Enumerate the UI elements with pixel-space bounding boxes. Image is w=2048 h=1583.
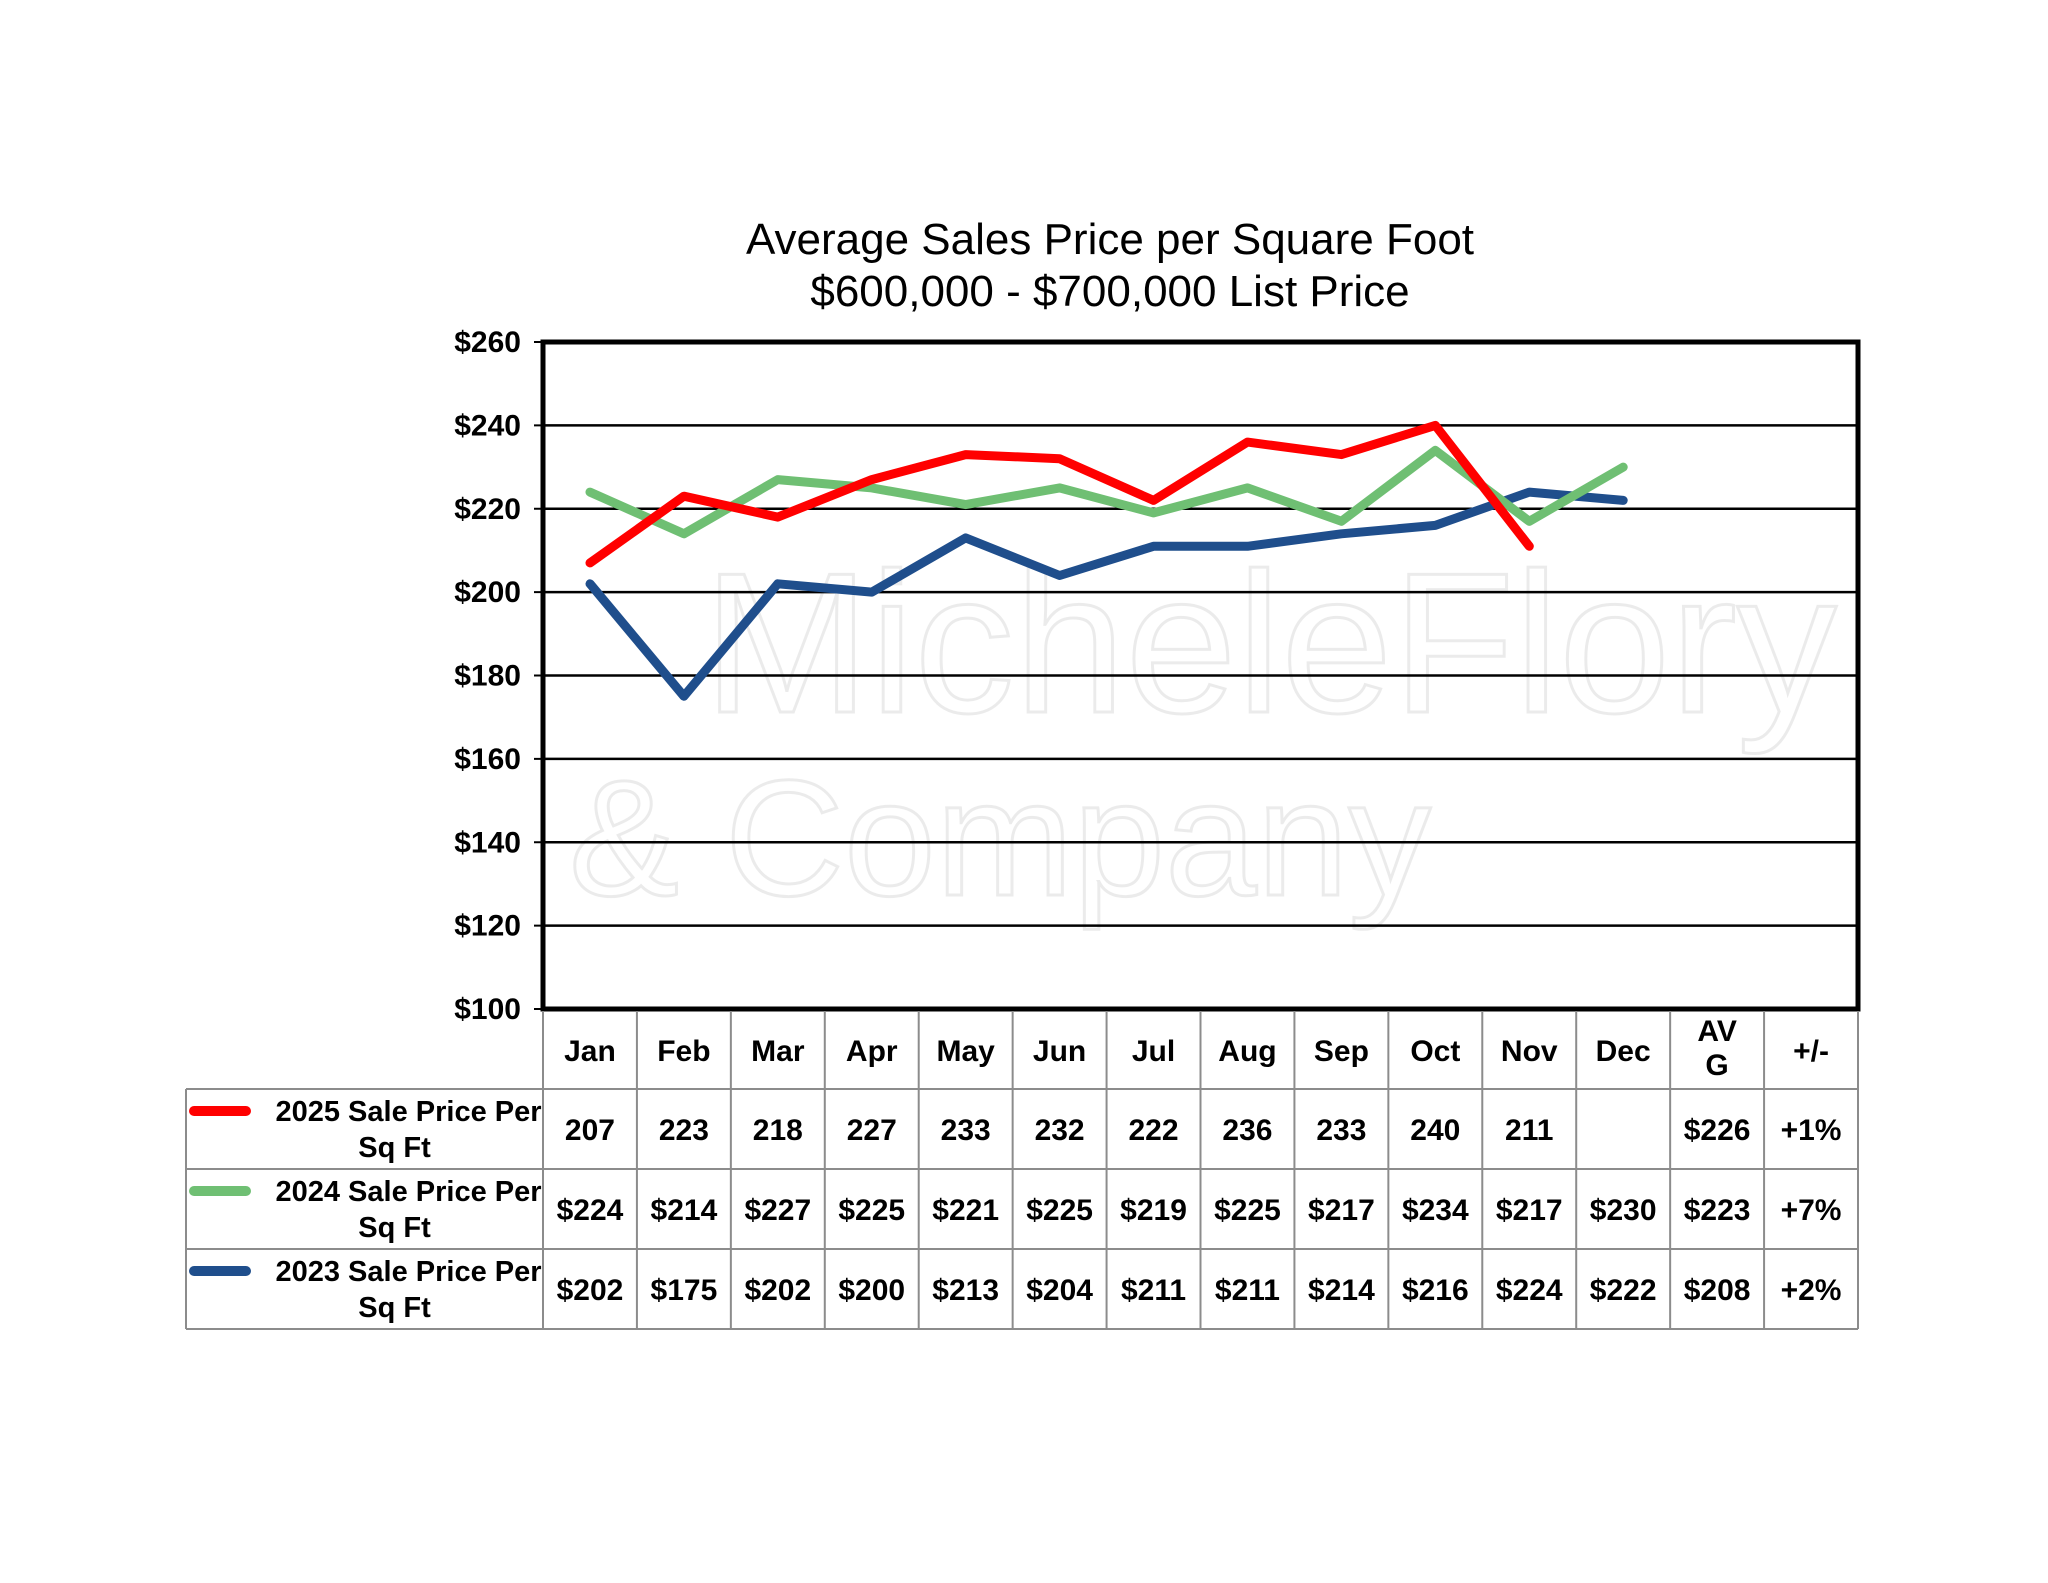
data-label: $175 xyxy=(651,1274,718,1307)
x-category-label: Mar xyxy=(751,1035,805,1068)
data-label: 227 xyxy=(847,1114,897,1147)
data-label: 211 xyxy=(1505,1114,1553,1147)
data-label: $224 xyxy=(1496,1274,1563,1307)
data-label: $204 xyxy=(1026,1274,1093,1307)
data-label: $214 xyxy=(1308,1274,1375,1307)
data-label: $225 xyxy=(838,1194,905,1227)
y-tick-label: $120 xyxy=(454,910,521,943)
watermark-line-2: & Company xyxy=(569,746,1432,930)
data-label: $217 xyxy=(1496,1194,1563,1227)
y-tick-label: $240 xyxy=(454,409,521,442)
gridlines xyxy=(543,424,1858,927)
data-label: $219 xyxy=(1120,1194,1187,1227)
series-lines xyxy=(585,420,1628,701)
x-category-label: Oct xyxy=(1410,1035,1460,1068)
data-label: 222 xyxy=(1129,1114,1179,1147)
y-tick-label: $140 xyxy=(454,826,521,859)
series-label: 2025 Sale Price Per xyxy=(275,1096,541,1128)
data-label: $202 xyxy=(744,1274,811,1307)
series-line-1 xyxy=(585,420,1534,568)
data-label: 223 xyxy=(659,1114,709,1147)
plot-area-frame xyxy=(540,339,1861,1012)
x-category-label: Sep xyxy=(1314,1035,1369,1068)
data-label: $213 xyxy=(932,1274,999,1307)
company-watermark: MicheleFlory & Company xyxy=(567,531,1838,932)
data-label: $217 xyxy=(1308,1194,1375,1227)
y-tick-label: $180 xyxy=(454,660,521,693)
avg-value: $223 xyxy=(1684,1194,1751,1227)
chart-title: Average Sales Price per Square Foot xyxy=(746,215,1474,264)
series-label: Sq Ft xyxy=(358,1212,431,1244)
watermark-line-1: MicheleFlory xyxy=(703,532,1837,755)
data-label: $227 xyxy=(744,1194,811,1227)
y-tick-label: $100 xyxy=(454,993,521,1026)
change-value: +2% xyxy=(1781,1274,1842,1307)
data-label: 218 xyxy=(753,1114,803,1147)
data-label: 236 xyxy=(1222,1114,1272,1147)
y-tick-label: $220 xyxy=(454,493,521,526)
data-label: $224 xyxy=(557,1194,624,1227)
data-label: $230 xyxy=(1590,1194,1657,1227)
x-category-label: Nov xyxy=(1501,1035,1558,1068)
y-tick-label: $200 xyxy=(454,576,521,609)
data-label: 233 xyxy=(941,1114,991,1147)
x-category-label: Jul xyxy=(1132,1035,1175,1068)
series-label: 2023 Sale Price Per xyxy=(275,1256,541,1288)
data-label: 232 xyxy=(1035,1114,1085,1147)
data-label: $234 xyxy=(1402,1194,1469,1227)
data-label: $216 xyxy=(1402,1274,1469,1307)
change-value: +7% xyxy=(1781,1194,1842,1227)
series-label: 2024 Sale Price Per xyxy=(275,1176,541,1208)
series-line-3 xyxy=(585,487,1628,701)
series-label: Sq Ft xyxy=(358,1292,431,1324)
series-label: Sq Ft xyxy=(358,1132,431,1164)
data-table: Jan Feb Mar Apr May Jun Jul Aug Sep Oct Nov Dec AVG +… xyxy=(185,1011,1859,1330)
data-label: 207 xyxy=(565,1114,615,1147)
x-category-label: Apr xyxy=(846,1035,898,1068)
table-header-avg: G xyxy=(1705,1049,1728,1082)
x-category-label: Jan xyxy=(564,1035,616,1068)
y-axis: $100 $120 $140 $160 $180 $200 $220 $240 $260 xyxy=(454,326,543,1026)
data-label: $211 xyxy=(1215,1274,1280,1307)
data-label: $211 xyxy=(1121,1274,1186,1307)
data-label: $222 xyxy=(1590,1274,1657,1307)
x-category-label: Jun xyxy=(1033,1035,1086,1068)
data-label: $214 xyxy=(651,1194,718,1227)
x-category-label: Feb xyxy=(657,1035,710,1068)
data-label: $221 xyxy=(932,1194,999,1227)
x-category-label: May xyxy=(936,1035,995,1068)
avg-value: $208 xyxy=(1684,1274,1751,1307)
x-category-label: Aug xyxy=(1218,1035,1276,1068)
avg-value: $226 xyxy=(1684,1114,1751,1147)
change-value: +1% xyxy=(1781,1114,1842,1147)
data-label: $200 xyxy=(838,1274,905,1307)
table-header-avg: AV xyxy=(1697,1015,1736,1048)
data-label: 240 xyxy=(1410,1114,1460,1147)
chart-subtitle: $600,000 - $700,000 List Price xyxy=(810,267,1409,316)
data-label: 233 xyxy=(1316,1114,1366,1147)
series-line-2 xyxy=(585,445,1628,539)
table-header-change: +/- xyxy=(1793,1035,1829,1068)
x-category-label: Dec xyxy=(1596,1035,1651,1068)
data-label: $225 xyxy=(1214,1194,1281,1227)
data-label: $225 xyxy=(1026,1194,1093,1227)
data-label: $202 xyxy=(557,1274,624,1307)
y-tick-label: $160 xyxy=(454,743,521,776)
y-tick-label: $260 xyxy=(454,326,521,359)
